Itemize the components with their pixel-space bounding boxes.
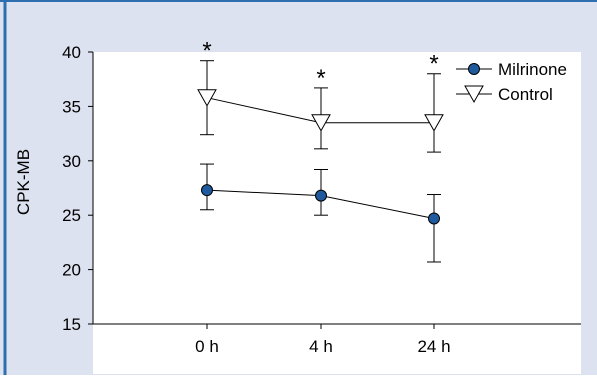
y-tick-label: 20 (62, 261, 81, 280)
legend-marker-control (464, 85, 484, 104)
significance-asterisk: * (316, 65, 325, 92)
data-point-milrinone (428, 212, 440, 225)
data-point-control (197, 89, 217, 107)
y-tick-label: 15 (62, 315, 81, 334)
x-tick-label: 0 h (195, 337, 219, 356)
y-tick-label: 30 (62, 152, 81, 171)
y-tick-label: 25 (62, 206, 81, 225)
data-point-control (424, 114, 444, 132)
y-axis-label: CPK-MB (14, 149, 33, 215)
data-point-control (311, 114, 331, 132)
significance-asterisk: * (202, 38, 211, 65)
plot-area (93, 52, 581, 374)
data-point-milrinone (201, 184, 213, 197)
y-tick-label: 35 (62, 97, 81, 116)
series-control (197, 60, 444, 153)
legend-label-control: Control (498, 85, 553, 104)
data-point-milrinone (315, 189, 327, 202)
legend-marker-milrinone (468, 63, 480, 75)
legend-label-milrinone: Milrinone (498, 60, 567, 79)
x-tick-label: 24 h (417, 337, 450, 356)
significance-asterisk: * (429, 51, 438, 78)
annotation-layer: * * * (202, 38, 438, 92)
legend: Milrinone Control (456, 60, 567, 104)
series-layer (197, 60, 444, 263)
x-tick-label: 4 h (309, 337, 333, 356)
series-milrinone (200, 163, 441, 263)
y-tick-label: 40 (62, 43, 81, 62)
axes: 15 20 25 30 35 40 0 h 4 h 24 h (62, 43, 581, 356)
